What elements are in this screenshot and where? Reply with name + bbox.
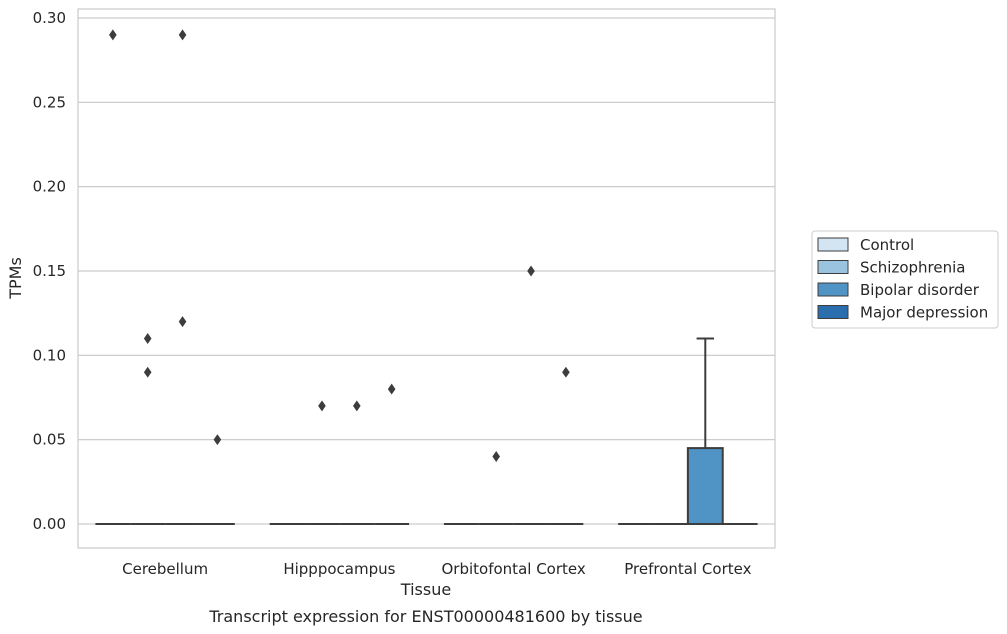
y-tick-label: 0.30 <box>33 9 66 27</box>
legend-label: Schizophrenia <box>860 259 965 277</box>
y-ticks: 0.00 0.05 0.10 0.15 0.20 0.25 0.30 <box>33 9 66 533</box>
outlier-point <box>352 400 361 412</box>
chart-caption: Transcript expression for ENST0000048160… <box>208 607 642 626</box>
x-tick-label: Hipppocampus <box>283 560 395 578</box>
outlier-point <box>178 316 187 328</box>
outlier-point <box>562 366 570 378</box>
outlier-point <box>178 29 187 41</box>
outlier-point <box>492 451 501 463</box>
plot-frame <box>77 8 776 549</box>
y-axis-label: TPMs <box>6 257 25 300</box>
outliers <box>109 29 570 463</box>
legend-swatch <box>817 260 849 274</box>
gridlines <box>78 17 775 525</box>
x-ticks: Cerebellum Hipppocampus Orbitofontal Corte… <box>122 560 751 578</box>
legend-frame <box>811 230 999 329</box>
legend-label: Control <box>860 236 914 254</box>
y-tick-label: 0.20 <box>33 178 66 196</box>
y-tick-label: 0.00 <box>33 515 66 533</box>
x-axis-label: Tissue <box>400 580 451 599</box>
y-tick-label: 0.10 <box>33 346 66 364</box>
y-tick-label: 0.15 <box>33 262 66 280</box>
legend-label: Major depression <box>860 304 988 322</box>
legend-label: Bipolar disorder <box>860 281 980 299</box>
legend-swatch <box>817 282 849 297</box>
outlier-point <box>213 434 222 446</box>
outlier-point <box>387 383 396 395</box>
x-tick-label: Cerebellum <box>122 560 208 578</box>
outlier-point <box>109 29 117 41</box>
box-bipolar-disorder <box>686 447 724 526</box>
legend: Control Schizophrenia Bipolar disorder Majo… <box>811 230 999 329</box>
boxes <box>95 337 758 526</box>
legend-swatch <box>817 237 849 252</box>
legend-swatch <box>817 305 849 319</box>
outlier-point <box>318 400 326 412</box>
outlier-point <box>527 265 535 277</box>
x-tick-label: Orbitofontal Cortex <box>442 560 586 578</box>
outlier-point <box>143 332 152 344</box>
y-tick-label: 0.25 <box>33 93 66 111</box>
x-tick-label: Prefrontal Cortex <box>624 560 751 578</box>
y-tick-label: 0.05 <box>33 431 66 449</box>
outlier-point <box>143 366 152 378</box>
